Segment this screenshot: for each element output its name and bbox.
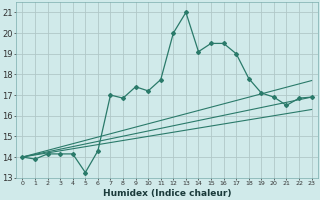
X-axis label: Humidex (Indice chaleur): Humidex (Indice chaleur)	[103, 189, 231, 198]
